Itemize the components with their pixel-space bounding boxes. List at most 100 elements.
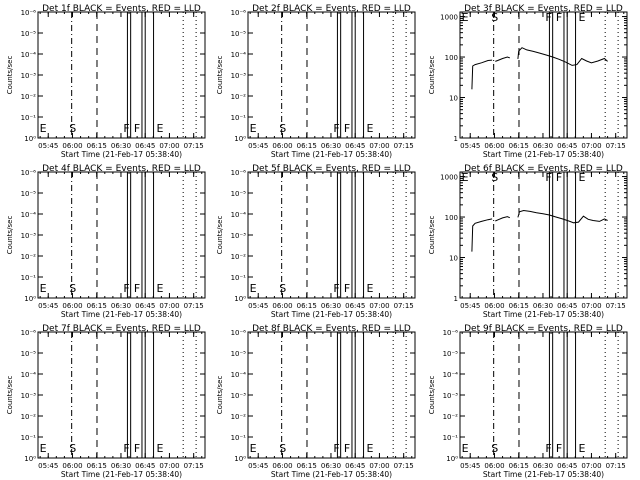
x-tick-label: 06:00 bbox=[484, 302, 504, 310]
panel-det-9: Det 9f BLACK = Events, RED = LLD 10⁰ 10⁻¹ 1… bbox=[428, 324, 628, 479]
event-marker-s: S bbox=[491, 442, 498, 455]
event-marker-f: F bbox=[556, 11, 562, 24]
y-tick-label: 10⁻¹ bbox=[21, 274, 37, 282]
y-tick-label: 10⁻⁶ bbox=[231, 169, 247, 177]
event-marker-f: F bbox=[333, 282, 339, 295]
y-tick-label: 10⁰ bbox=[24, 455, 36, 463]
x-tick-label: 06:45 bbox=[557, 462, 577, 470]
event-marker-e: E bbox=[250, 282, 257, 295]
event-marker-e: E bbox=[367, 282, 374, 295]
y-tick-label: 10⁻¹ bbox=[21, 434, 37, 442]
event-marker-s: S bbox=[69, 442, 76, 455]
y-tick-label: 1000 bbox=[440, 174, 458, 182]
event-marker-e: E bbox=[462, 11, 469, 24]
x-tick-label: 06:00 bbox=[62, 142, 82, 150]
event-marker-f: F bbox=[556, 171, 562, 184]
y-tick-label: 10⁰ bbox=[24, 295, 36, 303]
event-marker-e: E bbox=[579, 171, 586, 184]
data-series-line bbox=[471, 59, 493, 90]
x-tick-label: 06:30 bbox=[533, 302, 553, 310]
x-axis-label: Start Time (21-Feb-17 05:38:40) bbox=[271, 150, 392, 159]
x-tick-label: 07:00 bbox=[369, 142, 389, 150]
y-tick-label: 10⁻² bbox=[443, 413, 459, 421]
y-tick-label: 1 bbox=[454, 135, 458, 143]
event-marker-f: F bbox=[344, 282, 350, 295]
y-tick-label: 10⁻³ bbox=[231, 232, 247, 240]
y-tick-label: 10⁻⁵ bbox=[21, 30, 37, 38]
event-marker-f: F bbox=[123, 442, 129, 455]
x-tick-label: 06:45 bbox=[557, 142, 577, 150]
x-tick-label: 06:15 bbox=[87, 142, 107, 150]
data-series-line bbox=[517, 47, 608, 66]
x-tick-label: 06:15 bbox=[297, 302, 317, 310]
y-tick-label: 10⁻⁶ bbox=[231, 329, 247, 337]
y-tick-label: 10⁻² bbox=[231, 413, 247, 421]
x-tick-label: 06:00 bbox=[272, 302, 292, 310]
y-axis-label: Counts/sec bbox=[6, 216, 14, 255]
y-tick-label: 10⁻¹ bbox=[21, 114, 37, 122]
event-marker-f: F bbox=[333, 122, 339, 135]
plot-frame bbox=[459, 331, 628, 459]
x-tick-label: 07:15 bbox=[184, 142, 204, 150]
event-marker-e: E bbox=[40, 282, 47, 295]
x-tick-label: 05:45 bbox=[248, 142, 268, 150]
x-tick-label: 06:00 bbox=[272, 142, 292, 150]
event-marker-e: E bbox=[579, 442, 586, 455]
x-tick-label: 07:00 bbox=[159, 302, 179, 310]
y-tick-label: 1000 bbox=[440, 14, 458, 22]
x-tick-label: 06:00 bbox=[62, 462, 82, 470]
y-axis-label: Counts/sec bbox=[428, 216, 436, 255]
panel-det-5: Det 5f BLACK = Events, RED = LLD 10⁰ 10⁻¹ 1… bbox=[216, 164, 416, 319]
y-tick-label: 10⁻⁴ bbox=[21, 51, 37, 59]
data-series-line bbox=[471, 218, 493, 252]
event-marker-e: E bbox=[40, 442, 47, 455]
y-tick-label: 10⁻⁴ bbox=[443, 371, 459, 379]
event-marker-f: F bbox=[545, 442, 551, 455]
event-marker-f: F bbox=[545, 171, 551, 184]
x-tick-label: 06:00 bbox=[272, 462, 292, 470]
event-marker-e: E bbox=[367, 122, 374, 135]
x-axis-label: Start Time (21-Feb-17 05:38:40) bbox=[271, 470, 392, 479]
event-marker-e: E bbox=[367, 442, 374, 455]
event-marker-e: E bbox=[462, 171, 469, 184]
x-axis-label: Start Time (21-Feb-17 05:38:40) bbox=[483, 150, 604, 159]
y-tick-label: 10⁻⁴ bbox=[21, 211, 37, 219]
x-tick-label: 06:30 bbox=[111, 462, 131, 470]
panel-title: Det 5f BLACK = Events, RED = LLD bbox=[252, 164, 411, 174]
y-axis-label: Counts/sec bbox=[428, 376, 436, 415]
x-tick-label: 06:30 bbox=[111, 142, 131, 150]
panel-title: Det 4f BLACK = Events, RED = LLD bbox=[42, 164, 201, 174]
panel-title: Det 9f BLACK = Events, RED = LLD bbox=[464, 324, 623, 334]
data-series-line bbox=[495, 216, 510, 222]
plot-frame bbox=[247, 331, 416, 459]
x-tick-label: 07:00 bbox=[581, 142, 601, 150]
y-tick-label: 10⁻⁵ bbox=[231, 30, 247, 38]
event-marker-f: F bbox=[344, 122, 350, 135]
plot-frame bbox=[459, 171, 628, 299]
x-tick-label: 06:15 bbox=[87, 302, 107, 310]
y-tick-label: 10⁰ bbox=[234, 295, 246, 303]
x-tick-label: 06:15 bbox=[297, 142, 317, 150]
x-tick-label: 05:45 bbox=[38, 142, 58, 150]
y-tick-label: 10⁻³ bbox=[21, 232, 37, 240]
x-tick-label: 06:30 bbox=[321, 302, 341, 310]
y-tick-label: 10⁻¹ bbox=[231, 274, 247, 282]
x-tick-label: 06:30 bbox=[321, 142, 341, 150]
y-tick-label: 10⁻⁶ bbox=[443, 329, 459, 337]
y-axis-label: Counts/sec bbox=[428, 56, 436, 95]
event-marker-f: F bbox=[545, 11, 551, 24]
x-axis-label: Start Time (21-Feb-17 05:38:40) bbox=[271, 310, 392, 319]
x-tick-label: 06:15 bbox=[509, 302, 529, 310]
event-marker-s: S bbox=[491, 171, 498, 184]
event-marker-f: F bbox=[123, 122, 129, 135]
x-tick-label: 06:30 bbox=[533, 142, 553, 150]
x-tick-label: 07:00 bbox=[581, 462, 601, 470]
y-tick-label: 10⁻⁵ bbox=[231, 190, 247, 198]
y-tick-label: 10⁻⁵ bbox=[231, 350, 247, 358]
x-tick-label: 06:45 bbox=[345, 462, 365, 470]
panel-det-8: Det 8f BLACK = Events, RED = LLD 10⁰ 10⁻¹ 1… bbox=[216, 324, 416, 479]
x-axis-label: Start Time (21-Feb-17 05:38:40) bbox=[61, 310, 182, 319]
panel-title: Det 1f BLACK = Events, RED = LLD bbox=[42, 4, 201, 14]
x-tick-label: 06:45 bbox=[135, 142, 155, 150]
